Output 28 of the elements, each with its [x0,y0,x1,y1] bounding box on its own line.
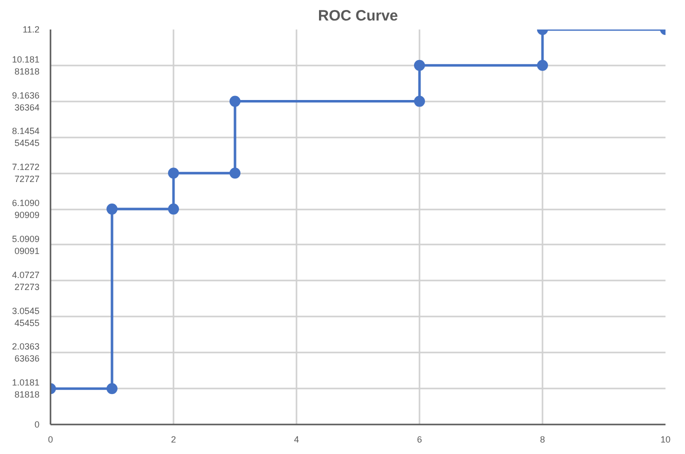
point [230,168,240,179]
point [230,96,240,107]
y-tick-label: 1.018181818 [12,378,40,400]
y-tick-label: 6.109090909 [12,198,40,220]
y-tick-label: 0 [34,420,40,430]
point [168,168,179,179]
chart-title: ROC Curve [318,8,398,24]
x-tick-label: 8 [540,434,546,444]
x-tick-label: 10 [660,434,671,444]
x-tick-label: 2 [170,434,176,444]
y-tick-label: 11.2 [22,24,40,34]
x-tick-label: 6 [416,434,422,444]
y-tick-label: 3.054545455 [12,306,40,328]
y-tick-label: 2.036363636 [12,342,40,364]
point [414,60,425,71]
point [106,204,118,215]
y-tick-label: 7.127272727 [12,162,40,184]
x-tick-label: 0 [48,434,54,444]
x-tick-label: 4 [294,434,300,444]
y-tick-label: 4.072727273 [12,270,40,292]
point [168,204,179,215]
y-tick-label: 5.090909091 [12,234,40,256]
point [537,60,548,71]
point [106,383,118,394]
y-tick-label: 9.163636364 [12,90,40,112]
point [414,96,425,107]
y-tick-label: 8.145454545 [12,126,40,148]
y-tick-label: 10.18181818 [12,54,40,76]
